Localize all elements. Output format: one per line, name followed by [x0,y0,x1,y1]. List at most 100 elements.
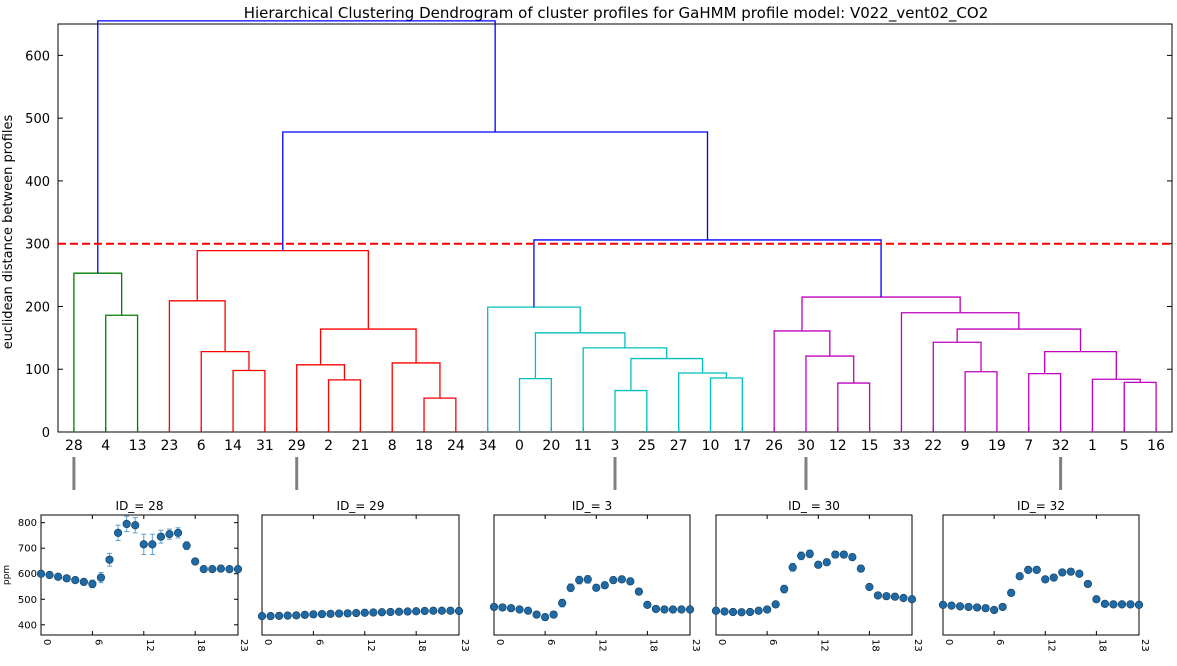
data-point [369,608,378,617]
dendrogram-link [1044,351,1117,380]
data-point [634,587,643,596]
data-point [266,612,275,621]
data-point [506,604,516,613]
dendrogram-links [58,20,1172,432]
dendrogram-link [964,371,998,432]
dendrogram-link [282,131,709,251]
dendrogram-link [319,328,417,365]
data-point [1109,600,1118,609]
data-point [523,606,533,615]
dendrogram-link [327,379,362,432]
data-point [148,540,157,549]
profile-frame [942,514,1140,636]
y-tick-label: 400 [25,175,50,190]
data-point [309,610,318,619]
profile-frame [715,514,913,636]
data-point [156,532,166,541]
data-point [498,603,507,612]
leaf-label: 21 [351,438,369,454]
data-point [191,557,200,566]
dendrogram-link [956,328,1082,352]
x-tick-label: 6 [767,639,778,645]
x-tick-label: 23 [690,639,701,652]
dendrogram-link [97,20,496,274]
data-point [360,608,369,617]
y-tick-label: 600 [18,569,37,580]
dendrogram-link [73,272,123,432]
data-point [907,595,917,604]
leaf-label: 23 [160,438,178,454]
dendrogram-link [196,249,369,330]
leaf-label: 8 [388,438,397,454]
dendrogram-link [1091,378,1141,432]
leaf-label: 13 [129,438,147,454]
data-point [208,565,217,574]
profile-frame [40,514,239,636]
x-tick-label: 0 [943,639,954,645]
data-point [549,610,558,619]
data-point [592,583,601,592]
data-point [182,541,191,550]
x-tick-label: 12 [365,639,376,652]
y-tick-label: 400 [18,620,37,631]
data-point [1134,600,1144,609]
profile-frame [493,514,691,636]
data-point [583,575,592,584]
leaf-label: 9 [961,438,970,454]
leaf-label: 19 [988,438,1006,454]
x-tick-label: 12 [818,639,829,652]
data-point [955,602,965,611]
x-tick-label: 6 [313,639,324,645]
leaf-label: 17 [733,438,751,454]
data-point [386,607,395,617]
data-point [1100,599,1110,608]
data-point [275,611,284,620]
data-point [403,607,412,616]
data-point [173,528,183,537]
data-point [1058,568,1067,577]
data-point [377,608,387,617]
profile-chart: ID_= 3 0 6 12 18 23 [489,499,701,652]
dendrogram-y-axis-label: euclidean distance between profiles [1,114,16,349]
data-point [96,573,106,582]
data-point [609,576,618,585]
profile-title: ID_= 29 [337,499,385,513]
data-point [848,553,857,562]
data-point [558,598,567,608]
profile-chart: ID_= 32 0 6 12 18 23 [938,499,1150,652]
data-point [643,600,652,609]
data-point [515,605,524,614]
data-point [394,607,404,616]
dendrogram-link [518,377,552,432]
data-point [788,563,797,572]
leaf-label: 1 [1088,438,1097,454]
dendrogram-link [296,364,346,432]
data-point [216,564,225,573]
x-tick-label: 0 [494,639,505,645]
data-point [343,609,352,618]
leaf-label: 24 [447,438,465,454]
dendrogram-title: Hierarchical Clustering Dendrogram of cl… [244,4,989,23]
leaf-label: 6 [197,438,206,454]
data-point [822,558,831,567]
data-point [566,583,575,592]
dendrogram-link [534,332,626,379]
profile-chart: ID_= 29 0 6 12 18 23 [257,499,470,652]
dendrogram-link [630,357,704,391]
y-tick-label: 200 [25,300,50,315]
x-tick-label: 23 [459,639,470,652]
x-tick-label: 23 [912,639,923,652]
leaf-label: 34 [479,438,497,454]
dendrogram-link [932,341,982,432]
data-point [890,592,900,601]
data-point [677,605,686,614]
data-point [1049,573,1058,582]
data-point [317,609,327,619]
data-point [1024,565,1033,574]
data-point [257,612,267,621]
leaf-label: 3 [611,438,620,454]
dendrogram-link [678,372,728,432]
dendrogram-link [105,314,139,432]
dendrogram-link [709,377,743,432]
